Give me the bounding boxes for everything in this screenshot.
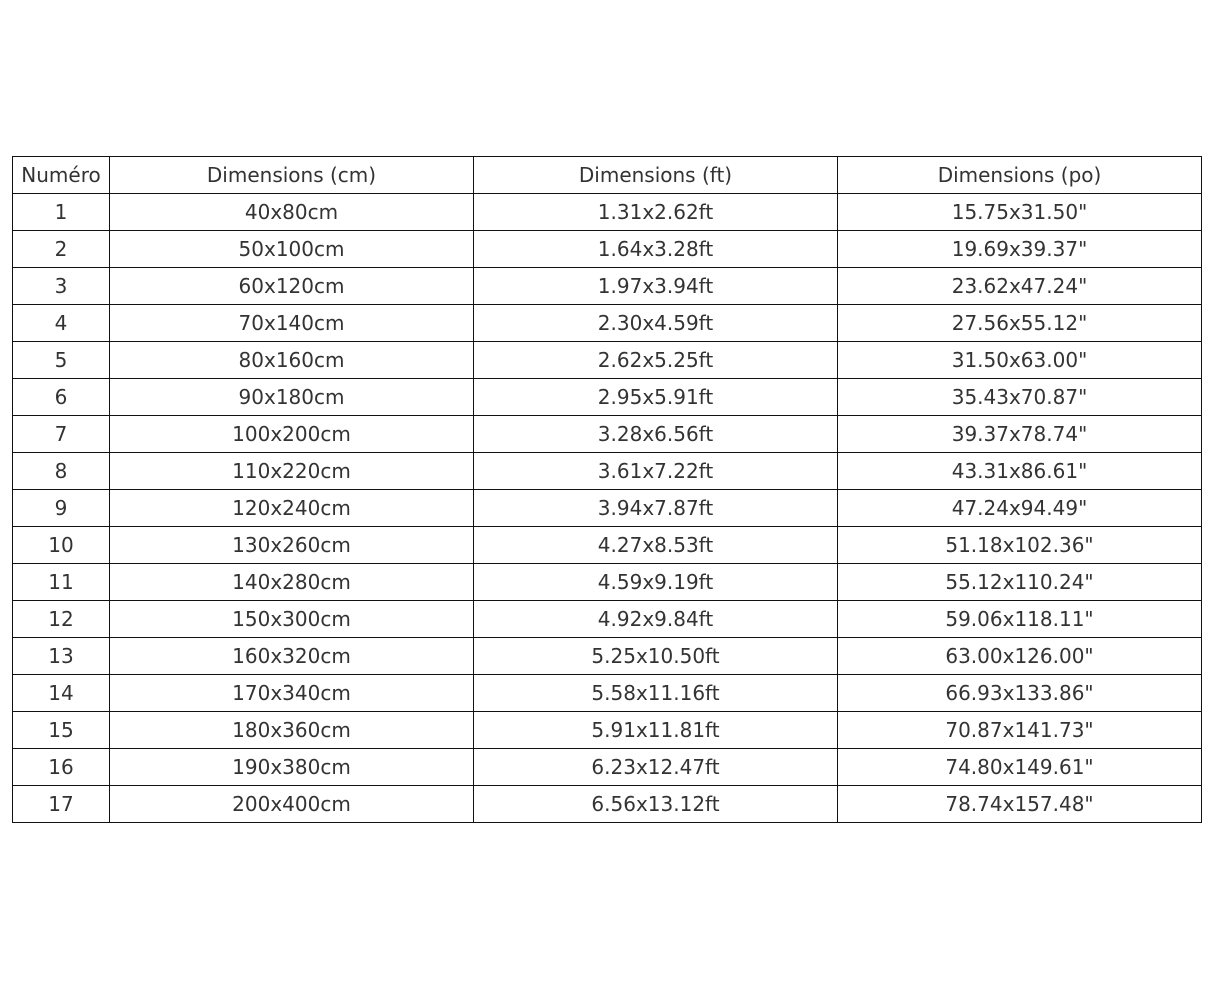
cell-dimensions-ft: 3.61x7.22ft [473,452,838,490]
cell-dimensions-ft: 1.31x2.62ft [473,193,838,231]
cell-dimensions-ft: 6.23x12.47ft [473,748,838,786]
table-row: 16 190x380cm 6.23x12.47ft 74.80x149.61" [12,748,1202,786]
cell-dimensions-po: 66.93x133.86" [837,674,1202,712]
cell-dimensions-cm: 60x120cm [109,267,474,305]
cell-numero: 4 [12,304,110,342]
cell-dimensions-cm: 150x300cm [109,600,474,638]
table-row: 17 200x400cm 6.56x13.12ft 78.74x157.48" [12,785,1202,823]
cell-dimensions-ft: 3.28x6.56ft [473,415,838,453]
cell-dimensions-ft: 2.62x5.25ft [473,341,838,379]
cell-dimensions-ft: 6.56x13.12ft [473,785,838,823]
cell-dimensions-ft: 1.97x3.94ft [473,267,838,305]
cell-dimensions-po: 78.74x157.48" [837,785,1202,823]
header-row: Numéro Dimensions (cm) Dimensions (ft) D… [12,156,1202,194]
table-row: 3 60x120cm 1.97x3.94ft 23.62x47.24" [12,267,1202,305]
cell-numero: 10 [12,526,110,564]
table-row: 15 180x360cm 5.91x11.81ft 70.87x141.73" [12,711,1202,749]
cell-dimensions-ft: 3.94x7.87ft [473,489,838,527]
cell-dimensions-po: 43.31x86.61" [837,452,1202,490]
cell-dimensions-cm: 170x340cm [109,674,474,712]
table-row: 10 130x260cm 4.27x8.53ft 51.18x102.36" [12,526,1202,564]
cell-numero: 7 [12,415,110,453]
cell-dimensions-cm: 130x260cm [109,526,474,564]
cell-dimensions-po: 74.80x149.61" [837,748,1202,786]
cell-dimensions-ft: 4.59x9.19ft [473,563,838,601]
cell-dimensions-po: 27.56x55.12" [837,304,1202,342]
header-dimensions-po: Dimensions (po) [837,156,1202,194]
cell-numero: 11 [12,563,110,601]
table-row: 5 80x160cm 2.62x5.25ft 31.50x63.00" [12,341,1202,379]
cell-dimensions-ft: 4.92x9.84ft [473,600,838,638]
table-row: 6 90x180cm 2.95x5.91ft 35.43x70.87" [12,378,1202,416]
cell-numero: 9 [12,489,110,527]
table-row: 2 50x100cm 1.64x3.28ft 19.69x39.37" [12,230,1202,268]
cell-numero: 17 [12,785,110,823]
cell-dimensions-po: 23.62x47.24" [837,267,1202,305]
header-dimensions-ft: Dimensions (ft) [473,156,838,194]
table-body: 1 40x80cm 1.31x2.62ft 15.75x31.50" 2 50x100cm… [12,193,1202,823]
table-row: 13 160x320cm 5.25x10.50ft 63.00x126.00" [12,637,1202,675]
cell-numero: 2 [12,230,110,268]
cell-numero: 12 [12,600,110,638]
cell-numero: 13 [12,637,110,675]
cell-dimensions-po: 55.12x110.24" [837,563,1202,601]
table-row: 7 100x200cm 3.28x6.56ft 39.37x78.74" [12,415,1202,453]
cell-dimensions-ft: 2.95x5.91ft [473,378,838,416]
cell-dimensions-po: 51.18x102.36" [837,526,1202,564]
table-row: 4 70x140cm 2.30x4.59ft 27.56x55.12" [12,304,1202,342]
cell-dimensions-cm: 100x200cm [109,415,474,453]
cell-dimensions-ft: 1.64x3.28ft [473,230,838,268]
cell-numero: 3 [12,267,110,305]
cell-dimensions-cm: 90x180cm [109,378,474,416]
table-row: 1 40x80cm 1.31x2.62ft 15.75x31.50" [12,193,1202,231]
cell-numero: 8 [12,452,110,490]
cell-dimensions-ft: 4.27x8.53ft [473,526,838,564]
cell-dimensions-ft: 2.30x4.59ft [473,304,838,342]
cell-dimensions-cm: 160x320cm [109,637,474,675]
cell-numero: 14 [12,674,110,712]
cell-dimensions-po: 70.87x141.73" [837,711,1202,749]
cell-dimensions-ft: 5.58x11.16ft [473,674,838,712]
cell-dimensions-po: 35.43x70.87" [837,378,1202,416]
table-row: 11 140x280cm 4.59x9.19ft 55.12x110.24" [12,563,1202,601]
cell-dimensions-po: 59.06x118.11" [837,600,1202,638]
header-dimensions-cm: Dimensions (cm) [109,156,474,194]
cell-dimensions-po: 39.37x78.74" [837,415,1202,453]
cell-dimensions-po: 47.24x94.49" [837,489,1202,527]
cell-dimensions-cm: 120x240cm [109,489,474,527]
cell-numero: 5 [12,341,110,379]
cell-dimensions-cm: 140x280cm [109,563,474,601]
cell-dimensions-ft: 5.25x10.50ft [473,637,838,675]
cell-numero: 15 [12,711,110,749]
cell-dimensions-po: 31.50x63.00" [837,341,1202,379]
cell-dimensions-cm: 110x220cm [109,452,474,490]
cell-dimensions-ft: 5.91x11.81ft [473,711,838,749]
cell-dimensions-po: 15.75x31.50" [837,193,1202,231]
table-row: 9 120x240cm 3.94x7.87ft 47.24x94.49" [12,489,1202,527]
cell-dimensions-po: 19.69x39.37" [837,230,1202,268]
table-row: 14 170x340cm 5.58x11.16ft 66.93x133.86" [12,674,1202,712]
cell-dimensions-cm: 70x140cm [109,304,474,342]
table-row: 8 110x220cm 3.61x7.22ft 43.31x86.61" [12,452,1202,490]
cell-dimensions-cm: 200x400cm [109,785,474,823]
cell-dimensions-cm: 40x80cm [109,193,474,231]
dimensions-table: Numéro Dimensions (cm) Dimensions (ft) D… [12,156,1202,823]
cell-dimensions-cm: 80x160cm [109,341,474,379]
cell-dimensions-cm: 190x380cm [109,748,474,786]
header-numero: Numéro [12,156,110,194]
cell-numero: 1 [12,193,110,231]
cell-dimensions-cm: 50x100cm [109,230,474,268]
cell-numero: 16 [12,748,110,786]
cell-dimensions-po: 63.00x126.00" [837,637,1202,675]
table-row: 12 150x300cm 4.92x9.84ft 59.06x118.11" [12,600,1202,638]
cell-dimensions-cm: 180x360cm [109,711,474,749]
cell-numero: 6 [12,378,110,416]
